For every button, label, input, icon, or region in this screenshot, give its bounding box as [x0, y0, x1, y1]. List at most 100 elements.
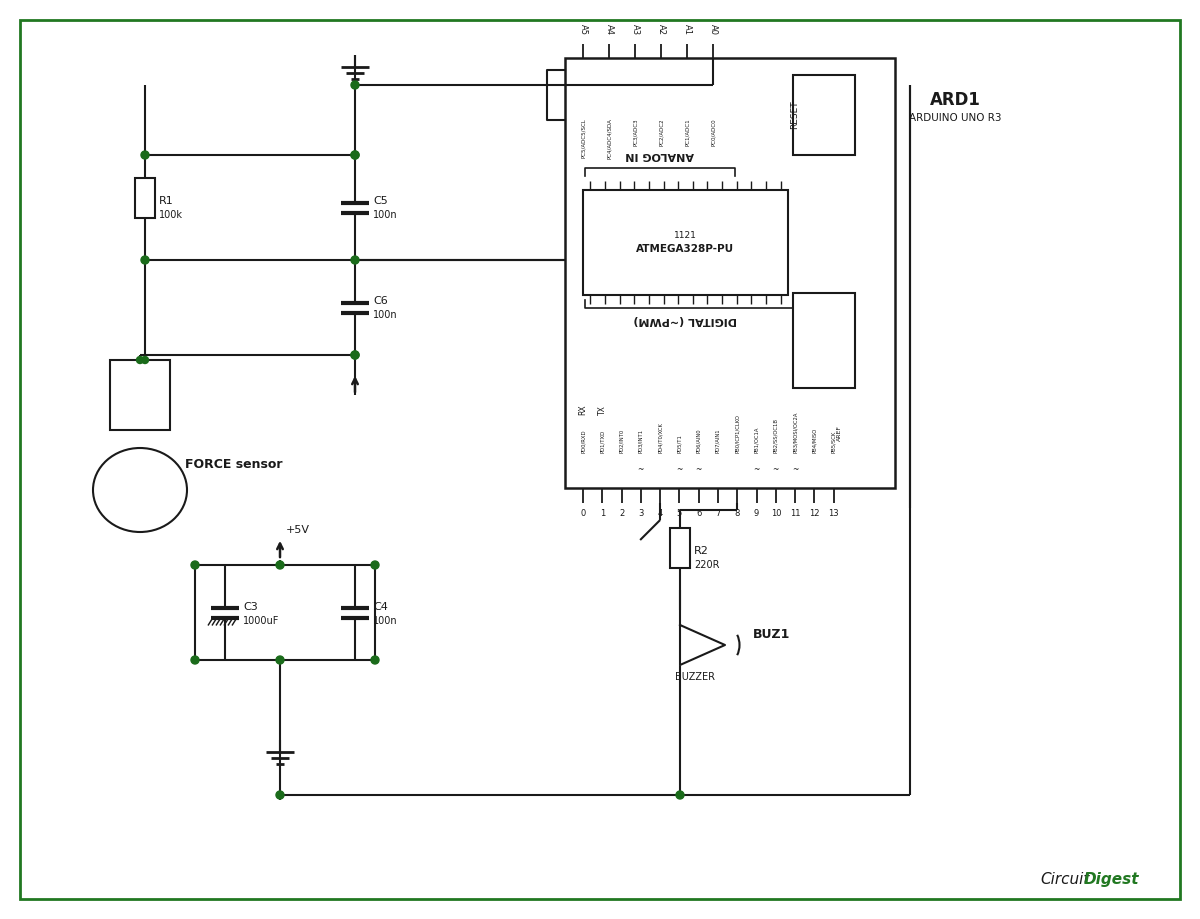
Circle shape — [142, 151, 149, 159]
Text: R2: R2 — [694, 547, 709, 557]
Text: PB5/SCK: PB5/SCK — [832, 431, 836, 453]
Text: BUZ1: BUZ1 — [754, 629, 791, 641]
Text: A2: A2 — [656, 25, 666, 36]
Bar — [565, 58, 895, 488]
Text: RX: RX — [578, 404, 588, 415]
Text: PC0/ADC0: PC0/ADC0 — [710, 118, 715, 145]
Text: PD0/RXD: PD0/RXD — [581, 429, 586, 453]
Text: 100n: 100n — [373, 311, 397, 321]
Text: TX: TX — [598, 405, 607, 415]
Text: 6: 6 — [696, 508, 702, 517]
Text: 3: 3 — [638, 508, 643, 517]
Text: PD7/AIN1: PD7/AIN1 — [715, 428, 720, 453]
Bar — [583, 190, 788, 295]
Text: FORCE sensor: FORCE sensor — [185, 459, 282, 471]
Text: 1: 1 — [600, 508, 605, 517]
Text: 100k: 100k — [158, 210, 182, 221]
Text: PB2/SS/OC1B: PB2/SS/OC1B — [773, 418, 779, 453]
Circle shape — [191, 656, 199, 664]
Text: PD2/INT0: PD2/INT0 — [619, 429, 624, 453]
Circle shape — [371, 656, 379, 664]
Text: 13: 13 — [828, 508, 839, 517]
Text: 9: 9 — [754, 508, 760, 517]
Circle shape — [352, 81, 359, 89]
Text: 12: 12 — [809, 508, 820, 517]
Ellipse shape — [94, 448, 187, 532]
Text: PC3/ADC3: PC3/ADC3 — [632, 118, 637, 145]
Text: Circuit: Circuit — [1040, 872, 1090, 887]
Text: +5V: +5V — [286, 525, 310, 535]
Text: C6: C6 — [373, 297, 388, 307]
Text: PD3/INT1: PD3/INT1 — [638, 429, 643, 453]
Bar — [793, 293, 854, 388]
Text: PC1/ADC1: PC1/ADC1 — [684, 118, 690, 145]
Text: 220R: 220R — [694, 561, 720, 571]
Text: C4: C4 — [373, 602, 388, 611]
Circle shape — [352, 351, 359, 359]
Circle shape — [352, 256, 359, 264]
Text: A5: A5 — [578, 25, 588, 36]
Text: ANALOG IN: ANALOG IN — [625, 150, 695, 160]
Text: A1: A1 — [683, 25, 691, 36]
Circle shape — [276, 656, 284, 664]
Text: 5: 5 — [677, 508, 682, 517]
Text: ~: ~ — [792, 466, 798, 474]
Text: PB0/ICP1/CLKO: PB0/ICP1/CLKO — [734, 414, 739, 453]
Text: A0: A0 — [708, 25, 718, 36]
Text: C5: C5 — [373, 197, 388, 207]
Text: PB3/MOSI/OC2A: PB3/MOSI/OC2A — [793, 412, 798, 453]
Text: ~: ~ — [637, 466, 644, 474]
Text: Digest: Digest — [1084, 872, 1140, 887]
Text: 10: 10 — [770, 508, 781, 517]
Text: PC5/ADC5/SCL: PC5/ADC5/SCL — [581, 118, 586, 158]
Circle shape — [352, 151, 359, 159]
Bar — [793, 75, 854, 155]
Circle shape — [352, 151, 359, 159]
Text: 100n: 100n — [373, 616, 397, 626]
Text: ~: ~ — [677, 466, 683, 474]
Text: ~: ~ — [696, 466, 702, 474]
Circle shape — [371, 561, 379, 569]
Circle shape — [142, 256, 149, 264]
Circle shape — [352, 351, 359, 359]
Bar — [110, 360, 170, 430]
Text: BUZZER: BUZZER — [674, 672, 715, 682]
Text: PC2/ADC2: PC2/ADC2 — [659, 118, 664, 145]
Circle shape — [676, 791, 684, 799]
Text: 1000uF: 1000uF — [242, 616, 280, 626]
Text: PD6/AIN0: PD6/AIN0 — [696, 428, 701, 453]
Text: AREF: AREF — [838, 425, 842, 441]
Text: 11: 11 — [790, 508, 800, 517]
Text: A4: A4 — [605, 25, 613, 36]
Text: ~: ~ — [773, 466, 779, 474]
Text: C3: C3 — [242, 602, 258, 611]
Text: 2: 2 — [619, 508, 624, 517]
Text: PD1/TXD: PD1/TXD — [600, 430, 605, 453]
Circle shape — [276, 791, 284, 799]
Text: PD5/T1: PD5/T1 — [677, 434, 682, 453]
Text: R1: R1 — [158, 197, 174, 207]
Text: ARDUINO UNO R3: ARDUINO UNO R3 — [908, 113, 1001, 123]
Circle shape — [191, 561, 199, 569]
Text: 100n: 100n — [373, 210, 397, 221]
Text: DIGITAL (~PWM): DIGITAL (~PWM) — [634, 315, 737, 325]
Circle shape — [137, 357, 144, 364]
Text: A3: A3 — [630, 25, 640, 36]
Text: 8: 8 — [734, 508, 740, 517]
Text: PC4/ADC4/SDA: PC4/ADC4/SDA — [606, 118, 612, 159]
Text: ~: ~ — [754, 466, 760, 474]
Text: 7: 7 — [715, 508, 721, 517]
Text: ARD1: ARD1 — [930, 91, 980, 109]
Text: RESET: RESET — [791, 101, 799, 130]
Text: PB4/MISO: PB4/MISO — [812, 427, 817, 453]
Circle shape — [276, 561, 284, 569]
Polygon shape — [680, 625, 725, 665]
Bar — [134, 177, 155, 218]
Text: ATMEGA328P-PU: ATMEGA328P-PU — [636, 244, 734, 255]
Text: 4: 4 — [658, 508, 662, 517]
Bar — [670, 528, 690, 568]
Text: 1121: 1121 — [674, 231, 697, 240]
Circle shape — [142, 357, 149, 364]
Text: PD4/T0/XCK: PD4/T0/XCK — [658, 422, 662, 453]
Text: PB1/OC1A: PB1/OC1A — [754, 426, 760, 453]
